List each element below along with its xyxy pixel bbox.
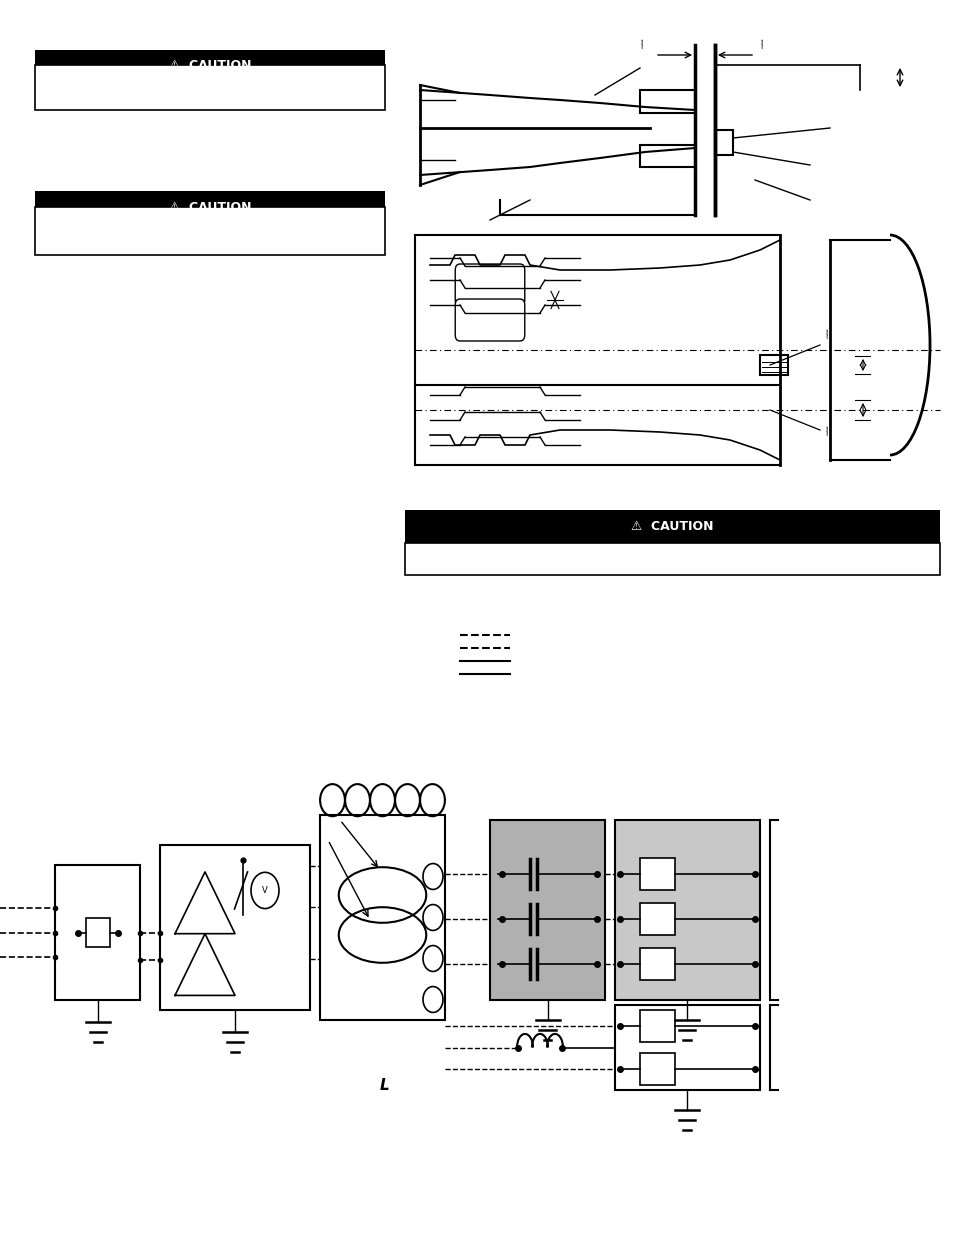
- Bar: [639, 858, 675, 890]
- Text: /: /: [639, 40, 645, 49]
- Bar: [639, 90, 695, 112]
- Bar: [639, 903, 675, 935]
- Bar: [615, 1005, 760, 1091]
- FancyBboxPatch shape: [455, 264, 524, 306]
- Bar: [760, 354, 787, 375]
- Bar: [55, 864, 140, 1000]
- Bar: [639, 1052, 675, 1084]
- Bar: [86, 918, 110, 947]
- Bar: [35, 65, 385, 110]
- Bar: [639, 1010, 675, 1042]
- Bar: [639, 948, 675, 981]
- Text: ⚠  CAUTION: ⚠ CAUTION: [169, 200, 251, 214]
- Bar: [639, 144, 695, 167]
- Bar: [160, 845, 310, 1010]
- Bar: [319, 815, 444, 1020]
- Bar: [35, 49, 385, 80]
- Bar: [35, 191, 385, 224]
- Bar: [405, 510, 939, 542]
- Bar: [405, 542, 939, 576]
- Text: /: /: [824, 330, 830, 340]
- Text: ⚠  CAUTION: ⚠ CAUTION: [169, 58, 251, 72]
- Text: L: L: [379, 1077, 390, 1093]
- Bar: [35, 207, 385, 254]
- Text: V: V: [262, 885, 268, 895]
- Text: /: /: [824, 426, 830, 437]
- FancyBboxPatch shape: [455, 299, 524, 341]
- Text: ⚠  CAUTION: ⚠ CAUTION: [631, 520, 713, 532]
- Bar: [714, 130, 732, 156]
- Bar: [490, 820, 604, 1000]
- Text: /: /: [760, 40, 765, 49]
- Bar: [615, 820, 760, 1000]
